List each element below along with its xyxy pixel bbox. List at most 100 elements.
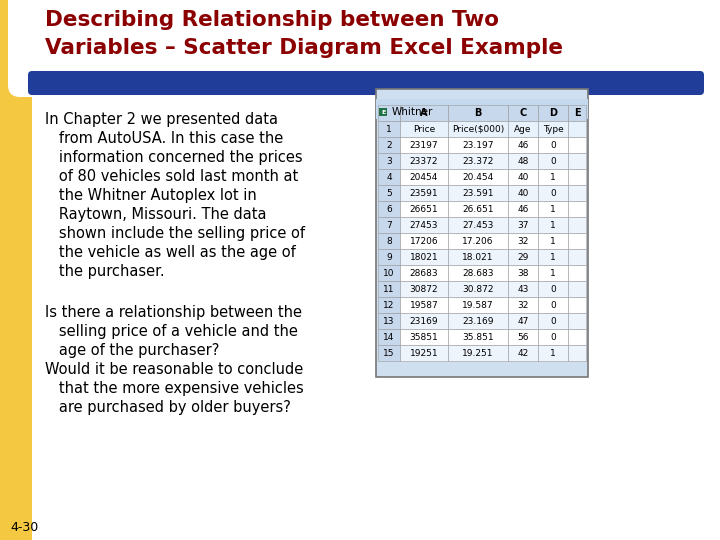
Bar — [568, 153, 586, 169]
Text: 0: 0 — [550, 285, 556, 294]
Bar — [508, 201, 538, 217]
Bar — [448, 105, 508, 121]
Bar — [378, 345, 400, 361]
Text: 32: 32 — [517, 237, 528, 246]
Text: Age: Age — [514, 125, 532, 133]
Bar — [378, 265, 400, 281]
Text: Describing Relationship between Two: Describing Relationship between Two — [45, 10, 499, 30]
Text: In Chapter 2 we presented data: In Chapter 2 we presented data — [45, 112, 278, 127]
Bar — [400, 121, 448, 137]
Bar — [508, 169, 538, 185]
Bar — [448, 329, 508, 345]
Bar — [400, 233, 448, 249]
Text: 0: 0 — [550, 300, 556, 309]
Text: 0: 0 — [550, 333, 556, 341]
Text: 48: 48 — [517, 157, 528, 165]
Text: 1: 1 — [550, 253, 556, 261]
Text: 0: 0 — [550, 140, 556, 150]
Bar — [400, 137, 448, 153]
Bar — [378, 153, 400, 169]
Text: 26651: 26651 — [410, 205, 438, 213]
Bar — [568, 345, 586, 361]
Bar — [400, 185, 448, 201]
Text: E: E — [574, 108, 580, 118]
Text: D: D — [549, 108, 557, 118]
Bar — [508, 297, 538, 313]
Bar — [568, 105, 586, 121]
Bar — [32, 0, 720, 85]
Text: 4: 4 — [386, 172, 392, 181]
Bar — [538, 169, 568, 185]
Text: 23197: 23197 — [410, 140, 438, 150]
Text: 19587: 19587 — [410, 300, 438, 309]
Bar — [448, 217, 508, 233]
Text: 35.851: 35.851 — [462, 333, 494, 341]
Text: 17.206: 17.206 — [462, 237, 494, 246]
Text: 23169: 23169 — [410, 316, 438, 326]
Text: 5: 5 — [386, 188, 392, 198]
Bar — [378, 137, 400, 153]
Bar — [400, 153, 448, 169]
Bar — [448, 233, 508, 249]
Text: 32: 32 — [517, 300, 528, 309]
Bar — [538, 345, 568, 361]
Text: 2: 2 — [386, 140, 392, 150]
Bar — [448, 297, 508, 313]
Bar — [568, 201, 586, 217]
Text: 11: 11 — [383, 285, 395, 294]
Bar — [568, 121, 586, 137]
Bar — [538, 329, 568, 345]
Bar — [448, 201, 508, 217]
Text: 15: 15 — [383, 348, 395, 357]
Bar — [378, 185, 400, 201]
Bar — [378, 121, 400, 137]
Bar — [568, 137, 586, 153]
Bar — [400, 329, 448, 345]
Text: Price: Price — [413, 125, 435, 133]
Text: 19.251: 19.251 — [462, 348, 494, 357]
Bar — [538, 185, 568, 201]
Text: 1: 1 — [550, 205, 556, 213]
Text: age of the purchaser?: age of the purchaser? — [45, 343, 220, 358]
Bar — [400, 249, 448, 265]
Text: that the more expensive vehicles: that the more expensive vehicles — [45, 381, 304, 396]
Text: 19.587: 19.587 — [462, 300, 494, 309]
Text: 37: 37 — [517, 220, 528, 230]
Bar — [400, 297, 448, 313]
Bar — [538, 249, 568, 265]
Text: 18021: 18021 — [410, 253, 438, 261]
Bar — [378, 329, 400, 345]
Text: 23591: 23591 — [410, 188, 438, 198]
Bar — [448, 121, 508, 137]
Bar — [378, 281, 400, 297]
Text: information concerned the prices: information concerned the prices — [45, 150, 302, 165]
Text: Whitner: Whitner — [392, 107, 433, 117]
Text: 23372: 23372 — [410, 157, 438, 165]
Bar — [568, 217, 586, 233]
Text: the purchaser.: the purchaser. — [45, 264, 165, 279]
FancyBboxPatch shape — [28, 71, 704, 95]
Bar — [400, 217, 448, 233]
Text: A: A — [420, 108, 428, 118]
Bar — [0, 0, 220, 85]
Bar — [508, 281, 538, 297]
Bar — [378, 201, 400, 217]
Text: Price($000): Price($000) — [452, 125, 504, 133]
Bar — [378, 249, 400, 265]
Bar — [568, 185, 586, 201]
Bar — [448, 169, 508, 185]
Bar — [508, 233, 538, 249]
Text: 29: 29 — [517, 253, 528, 261]
Bar — [538, 297, 568, 313]
Bar — [508, 265, 538, 281]
Text: 3: 3 — [386, 157, 392, 165]
Text: 1: 1 — [550, 172, 556, 181]
Text: 0: 0 — [550, 316, 556, 326]
Text: Is there a relationship between the: Is there a relationship between the — [45, 305, 302, 320]
Text: 19251: 19251 — [410, 348, 438, 357]
Bar — [538, 201, 568, 217]
Bar — [508, 249, 538, 265]
Text: 56: 56 — [517, 333, 528, 341]
Text: 38: 38 — [517, 268, 528, 278]
Text: 23.591: 23.591 — [462, 188, 494, 198]
